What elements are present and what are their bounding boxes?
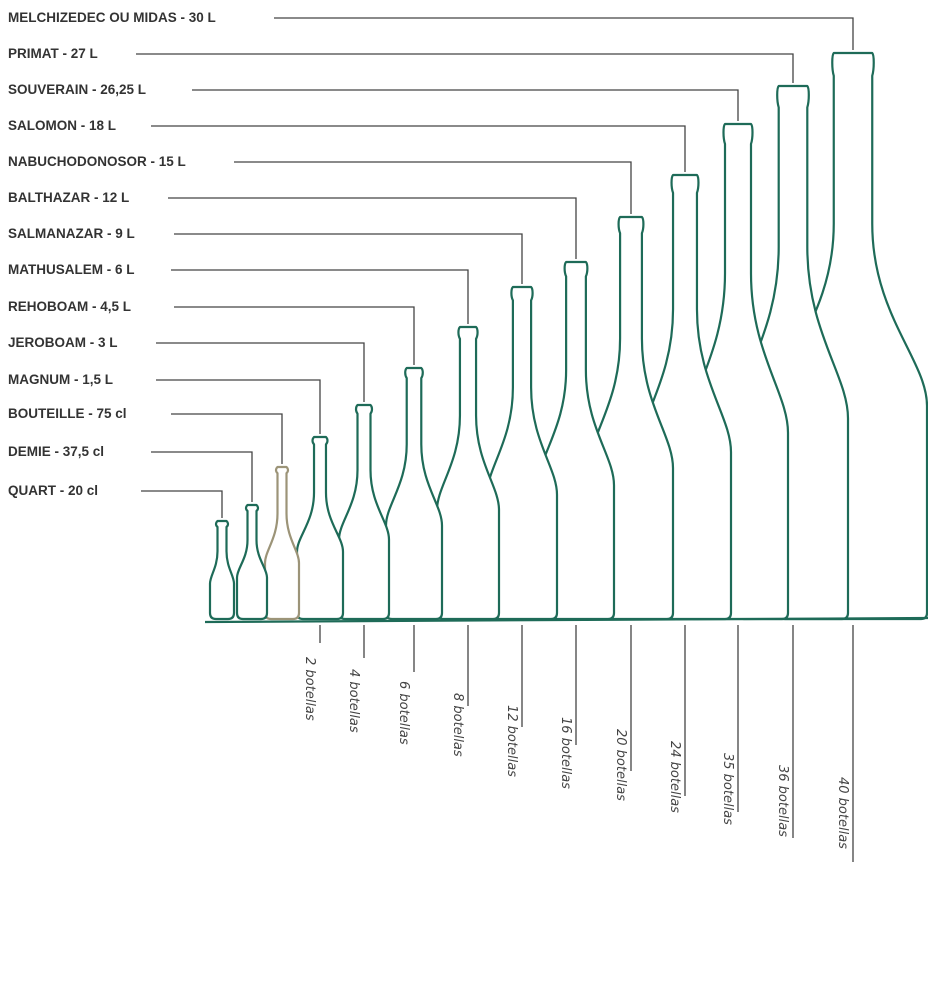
size-leader-line-12 [192,89,739,121]
bottle-count-label: 35 botellas [720,753,735,825]
bottle-size-label: SALOMON - 18 L [8,118,117,133]
size-leader-line-8 [174,233,523,284]
bottle-size-label: MELCHIZEDEC OU MIDAS - 30 L [8,10,216,25]
bottle-size-label: BALTHAZAR - 12 L [8,190,130,205]
bottle-base-line [204,616,928,624]
size-leader-line-6 [174,306,415,365]
bottle-size-label: MATHUSALEM - 6 L [8,262,135,277]
bottle-size-label: BOUTEILLE - 75 cl [8,406,127,421]
bottle-count-label: 16 botellas [558,717,573,789]
bottle-count-label: 20 botellas [613,729,628,801]
bottle-1 [208,519,236,621]
bottle-7 [435,325,501,621]
size-leader-line-3 [171,413,283,464]
size-leader-line-1 [141,490,223,518]
bottle-size-label: MAGNUM - 1,5 L [8,372,114,387]
bottle-size-label: NABUCHODONOSOR - 15 L [8,154,186,169]
size-leader-line-4 [156,379,321,434]
bottle-size-label: SOUVERAIN - 26,25 L [8,82,147,97]
size-leader-line-10 [234,161,632,214]
bottle-count-label: 6 botellas [396,681,411,745]
bottle-size-label: DEMIE - 37,5 cl [8,444,105,459]
bottle-count-label: 12 botellas [504,705,519,777]
bottle-2 [235,503,269,621]
bottle-size-label: PRIMAT - 27 L [8,46,98,61]
bottle-4 [295,435,345,621]
bottle-count-label: 24 botellas [667,741,682,813]
bottle-5 [337,403,391,621]
size-leader-line-11 [151,125,686,172]
size-leader-line-5 [156,342,365,402]
bottle-size-label: REHOBOAM - 4,5 L [8,299,132,314]
size-leader-line-2 [151,451,253,502]
bottle-count-label: 2 botellas [302,657,317,721]
bottle-size-label: SALMANAZAR - 9 L [8,226,135,241]
bottle-count-label: 4 botellas [346,669,361,733]
bottle-count-label: 40 botellas [835,777,850,849]
size-leader-line-13 [136,53,794,83]
bottle-count-label: 36 botellas [775,765,790,837]
bottle-count-label: 8 botellas [450,693,465,757]
size-leader-line-14 [274,17,854,50]
bottle-size-label: QUART - 20 cl [8,483,99,498]
size-leader-line-7 [171,269,469,324]
bottle-size-label: JEROBOAM - 3 L [8,335,118,350]
bottle-6 [384,366,444,621]
bottle-3 [263,465,301,621]
size-leader-line-9 [168,197,577,259]
